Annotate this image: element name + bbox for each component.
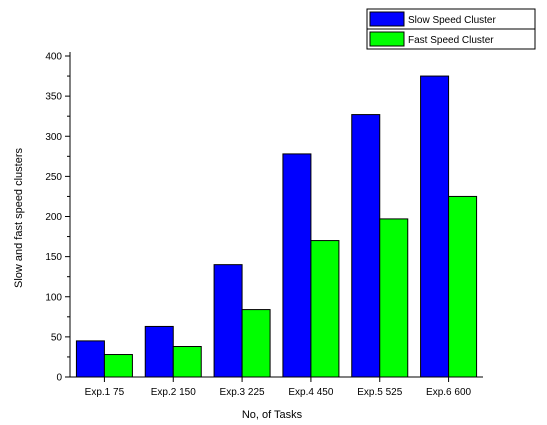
bar-slow-speed-cluster-exp-1-75 xyxy=(75,340,105,378)
bar-slow-speed-cluster-exp-4-450 xyxy=(282,153,312,378)
bar-slow-speed-cluster-exp-5-525 xyxy=(351,114,381,378)
bar-slow-speed-cluster-exp-3-225 xyxy=(213,264,243,378)
x-tick-label-exp-5-525: Exp.5 525 xyxy=(357,387,402,398)
x-tick-label-exp-2-150: Exp.2 150 xyxy=(151,387,196,398)
x-tick-label-exp-4-450: Exp.4 450 xyxy=(288,387,333,398)
bar-fast-speed-cluster-exp-1-75 xyxy=(103,354,133,378)
bar-slow-speed-cluster-exp-2-150 xyxy=(144,325,174,378)
y-tick-label-400: 400 xyxy=(45,52,62,63)
bars-group xyxy=(75,75,478,378)
y-tick-label-100: 100 xyxy=(45,292,62,303)
y-tick-label-300: 300 xyxy=(45,132,62,143)
y-tick-label-50: 50 xyxy=(51,332,63,343)
y-tick-label-0: 0 xyxy=(56,373,62,384)
x-tick-label-exp-3-225: Exp.3 225 xyxy=(220,387,265,398)
x-axis-title: No, of Tasks xyxy=(242,409,303,421)
bar-fast-speed-cluster-exp-6-600 xyxy=(448,195,478,378)
y-tick-label-200: 200 xyxy=(45,212,62,223)
legend-label-slow: Slow Speed Cluster xyxy=(408,15,496,26)
x-ticks-group: Exp.1 75 Exp.2 150 Exp.3 225 Exp.4 450 Exp.5… xyxy=(85,377,472,398)
y-tick-label-150: 150 xyxy=(45,252,62,263)
legend-swatch-fast xyxy=(369,31,405,47)
legend: Slow Speed Cluster Fast Speed Cluster xyxy=(366,8,536,50)
axes-group xyxy=(69,52,483,378)
bar-fast-speed-cluster-exp-4-450 xyxy=(310,240,340,378)
x-tick-label-exp-1-75: Exp.1 75 xyxy=(85,387,125,398)
bar-fast-speed-cluster-exp-5-525 xyxy=(379,218,409,378)
y-axis-title: Slow and fast speed clusters xyxy=(13,147,25,288)
bar-fast-speed-cluster-exp-2-150 xyxy=(172,346,202,378)
bar-fast-speed-cluster-exp-3-225 xyxy=(241,309,271,378)
legend-swatch-slow xyxy=(369,11,405,27)
y-ticks-group: 0 50 100 150 200 250 300 350 400 xyxy=(45,52,70,384)
legend-label-fast: Fast Speed Cluster xyxy=(408,35,494,46)
bar-slow-speed-cluster-exp-6-600 xyxy=(420,75,450,378)
x-tick-label-exp-6-600: Exp.6 600 xyxy=(426,387,471,398)
y-tick-label-250: 250 xyxy=(45,172,62,183)
y-tick-label-350: 350 xyxy=(45,92,62,103)
